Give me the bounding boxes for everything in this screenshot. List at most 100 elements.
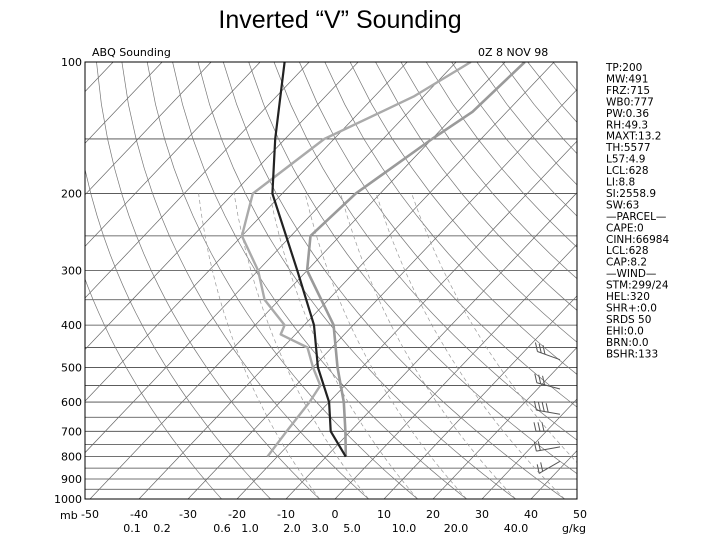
- pressure-tick-label: 500: [61, 361, 82, 374]
- mixing-ratio-label: 10.0: [392, 522, 417, 535]
- dry-adiabat-line: [349, 62, 577, 343]
- pressure-tick-labels: 100 200 300 400 500 600 700 800 900 1000: [54, 56, 82, 506]
- temperature-tick-label: 10: [377, 508, 391, 521]
- mixing-ratio-label: 1.0: [241, 522, 259, 535]
- mixing-ratio-labels: 0.1 0.2 0.6 1.0 2.0 3.0 5.0 10.0 20.0 40.0: [123, 522, 528, 535]
- moist-adiabat-line: [375, 193, 565, 499]
- sounding-index-item: SRDS 50: [606, 314, 651, 326]
- sounding-index-item: LCL:628: [606, 245, 649, 257]
- isotherm-line: [85, 62, 212, 196]
- time-label: 0Z 8 NOV 98: [478, 46, 548, 59]
- sounding-index-item: SW:63: [606, 199, 639, 211]
- sounding-index-item: PW:0.36: [606, 108, 649, 120]
- sounding-index-item: BSHR:133: [606, 348, 658, 360]
- pressure-tick-label: 300: [61, 265, 82, 278]
- isotherm-line: [85, 62, 310, 299]
- isotherm-line: [85, 62, 457, 454]
- dry-adiabat-line: [146, 62, 418, 499]
- pressure-tick-label: 800: [61, 451, 82, 464]
- sounding-index-item: L57:4.9: [606, 154, 645, 166]
- sounding-index-item: RH:49.3: [606, 119, 648, 131]
- moist-adiabat-line: [198, 193, 320, 499]
- wind-barb: [533, 422, 560, 432]
- dry-adiabat-line: [375, 62, 577, 311]
- isotherm-line: [85, 62, 408, 402]
- isotherm-line: [383, 295, 577, 499]
- temperature-tick-label: -50: [81, 508, 99, 521]
- isotherm-line: [481, 398, 577, 499]
- temperature-tick-label: -40: [130, 508, 148, 521]
- isotherm-line: [85, 62, 359, 351]
- isotherm-line: [0, 62, 15, 499]
- mixing-ratio-label: 5.0: [343, 522, 361, 535]
- sounding-index-item: CAPE:0: [606, 222, 644, 234]
- dry-adiabat-line: [324, 62, 577, 375]
- sounding-index-item: EHI:0.0: [606, 325, 644, 337]
- isotherm-line: [138, 62, 555, 499]
- wind-barb: [533, 401, 561, 415]
- isotherm-line: [89, 62, 506, 499]
- sounding-index-item: HEL:320: [606, 291, 650, 303]
- isotherm-line: [432, 346, 577, 499]
- isotherm-line: [85, 62, 114, 93]
- temperature-tick-label: 30: [475, 508, 489, 521]
- slide-title: Inverted “V” Sounding: [218, 6, 462, 34]
- mixing-ratio-label: 0.2: [153, 522, 171, 535]
- wind-barb: [534, 342, 561, 361]
- pressure-tick-label: 100: [61, 56, 82, 69]
- dry-adiabat-line: [248, 62, 577, 475]
- x-axis-unit-label: g/kg: [562, 522, 586, 535]
- isotherm-line: [0, 62, 64, 499]
- dry-adiabat-line: [476, 62, 577, 186]
- dry-adiabat-line: [96, 62, 320, 499]
- isotherm-line: [85, 62, 261, 247]
- pressure-tick-label: 1000: [54, 493, 82, 506]
- sounding-index-item: TP:200: [605, 62, 642, 74]
- dry-adiabat-line: [299, 62, 577, 408]
- dry-adiabat-line: [400, 62, 577, 280]
- sounding-index-item: LCL:628: [606, 165, 649, 177]
- moist-adiabat-line: [269, 193, 418, 499]
- y-axis-label: mb: [60, 509, 78, 522]
- wind-barb: [533, 441, 561, 452]
- temperature-tick-label: 20: [426, 508, 440, 521]
- pressure-tick-label: 400: [61, 319, 82, 332]
- dry-adiabat-line: [273, 62, 577, 441]
- mixing-ratio-label: 2.0: [283, 522, 301, 535]
- temperature-tick-label: -20: [228, 508, 246, 521]
- sounding-index-item: CINH:66984: [606, 234, 669, 246]
- mixing-ratio-label: 0.1: [123, 522, 141, 535]
- sounding-index-item: TH:5577: [605, 142, 651, 154]
- grid-layer: [0, 62, 577, 499]
- isotherm-line: [236, 140, 577, 499]
- sounding-index-item: SHR+:0.0: [606, 302, 657, 314]
- moist-adiabat-line: [233, 193, 369, 499]
- sounding-index-item: FRZ:715: [606, 85, 650, 97]
- pressure-tick-label: 200: [61, 188, 82, 201]
- sounding-index-item: BRN:0.0: [606, 337, 649, 349]
- mixing-ratio-label: 3.0: [311, 522, 329, 535]
- wind-barb: [534, 373, 561, 390]
- temperature-tick-label: -30: [179, 508, 197, 521]
- series-layer: [240, 62, 526, 458]
- dry-adiabat-line: [85, 167, 271, 499]
- parcel-profile-line: [271, 62, 347, 458]
- sounding-index-item: LI:8.8: [606, 177, 635, 189]
- sounding-index-item: WB0:777: [606, 96, 654, 108]
- sounding-index-item: —PARCEL—: [606, 211, 666, 223]
- dry-adiabat-line: [85, 278, 222, 499]
- sounding-indices: TP:200MW:491FRZ:715WB0:777PW:0.36RH:49.3…: [605, 62, 669, 360]
- plot-frame: [84, 61, 578, 500]
- isotherm-line: [285, 192, 577, 499]
- temperature-tick-label: 40: [524, 508, 538, 521]
- dry-adiabat-line: [425, 62, 577, 248]
- dry-adiabat-line: [222, 62, 565, 499]
- temperature-profile-line: [305, 62, 526, 457]
- sounding-index-item: SI:2558.9: [606, 188, 656, 200]
- temperature-tick-labels: -50 -40 -30 -20 -10 0 10 20 30 40 50: [81, 508, 587, 521]
- wind-barb: [536, 460, 561, 474]
- dry-adiabat-line: [121, 62, 369, 499]
- dry-adiabat-line: [172, 62, 467, 499]
- dewpoint-profile-line: [240, 62, 472, 458]
